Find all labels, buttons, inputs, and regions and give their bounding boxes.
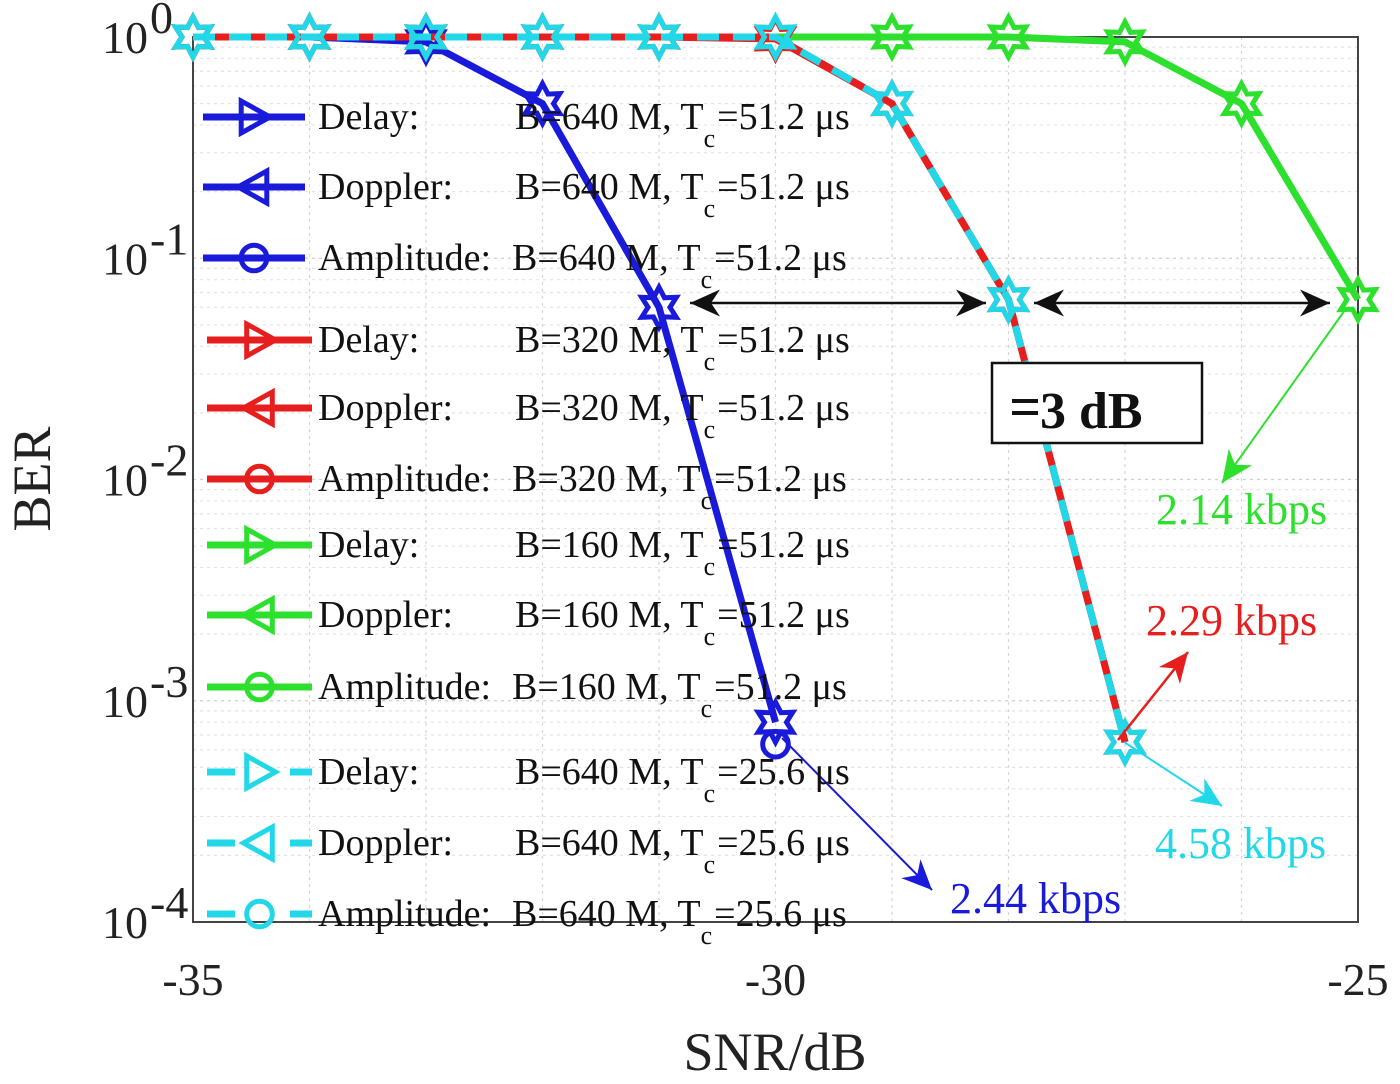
gap-annotation: 3 dB	[990, 361, 1204, 445]
legend-label: Delay: B=640 M, Tc=51.2 μs	[318, 96, 850, 153]
arrow-head	[1222, 448, 1253, 483]
legend-entry-1: Doppler: B=640 M, Tc=51.2 μs	[203, 166, 850, 223]
data-point	[637, 11, 681, 63]
series-3	[171, 11, 1147, 768]
annotation-arrow	[1034, 289, 1180, 317]
series-line	[193, 33, 1129, 743]
y-axis-title: BER	[2, 426, 62, 531]
legend-entry-9: Delay: B=640 M, Tc=25.6 μs	[207, 751, 850, 808]
marker-triangle-left	[238, 594, 275, 636]
legend-entry-0: Delay: B=640 M, Tc=51.2 μs	[203, 96, 850, 153]
data-point	[1336, 274, 1380, 325]
legend-label: Amplitude: B=320 M, Tc=51.2 μs	[318, 458, 847, 515]
arrow-head	[956, 289, 986, 317]
marker-triangle-right	[244, 524, 281, 566]
legend-label: Doppler: B=640 M, Tc=25.6 μs	[318, 822, 850, 879]
legend-entry-8: Amplitude: B=160 M, Tc=51.2 μs	[207, 666, 847, 723]
arrow-head	[1300, 289, 1330, 317]
annotation-arrow	[840, 289, 986, 317]
annotation-arrow	[1180, 289, 1330, 317]
gap-label: 3 dB	[1040, 383, 1143, 440]
arrow-head	[1034, 289, 1064, 317]
x-tick-label: -25	[1327, 954, 1388, 1005]
data-point	[637, 281, 681, 333]
data-point	[753, 696, 798, 748]
data-point	[287, 11, 332, 63]
annotation-arrow	[1117, 651, 1189, 741]
marker-triangle-left	[238, 387, 275, 429]
y-tick-exponent: -3	[150, 656, 188, 707]
arrow-head	[690, 289, 720, 317]
legend-label: Delay: B=160 M, Tc=51.2 μs	[318, 524, 850, 581]
y-tick-label: 10	[102, 676, 148, 727]
y-tick-exponent: -2	[150, 435, 188, 486]
arrow-shaft	[1221, 309, 1346, 484]
data-point	[404, 11, 448, 63]
data-point	[520, 78, 565, 129]
y-tick-exponent: 0	[150, 0, 173, 43]
x-tick-label: -30	[745, 954, 806, 1005]
marker-triangle-right	[238, 96, 276, 138]
legend-label: Delay: B=320 M, Tc=51.2 μs	[318, 319, 850, 376]
legend-label: Amplitude: B=640 M, Tc=51.2 μs	[318, 237, 847, 294]
data-point	[1103, 716, 1147, 768]
rate-annotation: 2.44 kbps	[950, 874, 1121, 923]
annotation-arrow	[781, 737, 933, 891]
x-tick-label: -35	[162, 954, 223, 1005]
y-tick-label: 10	[102, 233, 148, 284]
data-point	[171, 11, 215, 63]
rate-annotation: 2.29 kbps	[1146, 596, 1317, 645]
marker-triangle-right	[244, 751, 281, 793]
arrow-head	[1189, 778, 1222, 806]
data-point	[986, 11, 1031, 63]
marker-triangle-left	[232, 166, 270, 208]
legend-label: Doppler: B=320 M, Tc=51.2 μs	[318, 387, 850, 444]
legend-entry-3: Delay: B=320 M, Tc=51.2 μs	[207, 319, 850, 376]
legend-label: Doppler: B=640 M, Tc=51.2 μs	[318, 166, 850, 223]
annotation-layer: 2.14 kbps 2.29 kbps 4.58 kbps 2.44 kbps 3 dB	[690, 289, 1346, 923]
annotation-arrow	[1221, 309, 1346, 484]
data-point	[870, 11, 914, 63]
legend-entry-6: Delay: B=160 M, Tc=51.2 μs	[207, 524, 850, 581]
arrow-head	[901, 859, 932, 890]
legend-label: Doppler: B=160 M, Tc=51.2 μs	[318, 594, 850, 651]
data-point	[1103, 16, 1147, 68]
x-axis-title: SNR/dB	[683, 1022, 866, 1082]
legend-entry-2: Amplitude: B=640 M, Tc=51.2 μs	[203, 237, 847, 294]
y-tick-exponent: -1	[150, 213, 188, 264]
y-tick-label: 10	[102, 455, 148, 506]
annotation-arrow	[690, 289, 840, 317]
legend: Delay: B=640 M, Tc=51.2 μs Doppler: B=640 M…	[203, 96, 850, 950]
series-layer	[171, 11, 1380, 768]
rate-annotation: 4.58 kbps	[1155, 819, 1326, 868]
arrow-head	[1158, 652, 1188, 684]
marker-circle	[244, 671, 275, 703]
y-tick-label: 10	[102, 12, 148, 63]
marker-triangle-right	[244, 319, 281, 361]
data-point	[870, 78, 914, 129]
legend-label: Amplitude: B=640 M, Tc=25.6 μs	[318, 893, 847, 950]
arrow-shaft	[781, 737, 933, 891]
legend-entry-7: Doppler: B=160 M, Tc=51.2 μs	[207, 594, 850, 651]
y-tick-exponent: -4	[150, 877, 188, 928]
marker-circle	[244, 463, 275, 495]
marker-circle	[244, 898, 275, 930]
legend-entry-11: Amplitude: B=640 M, Tc=25.6 μs	[207, 893, 847, 950]
data-point	[1219, 78, 1264, 129]
marker-triangle-left	[238, 822, 275, 864]
legend-entry-5: Amplitude: B=320 M, Tc=51.2 μs	[207, 458, 847, 515]
data-point	[520, 11, 565, 63]
legend-label: Amplitude: B=160 M, Tc=51.2 μs	[318, 666, 847, 723]
legend-label: Delay: B=640 M, Tc=25.6 μs	[318, 751, 850, 808]
marker-circle	[238, 242, 270, 274]
y-tick-label: 10	[102, 897, 148, 948]
rate-annotation: 2.14 kbps	[1156, 485, 1327, 534]
annotation-arrow	[1123, 741, 1223, 807]
data-point	[753, 11, 798, 63]
legend-entry-4: Doppler: B=320 M, Tc=51.2 μs	[207, 387, 850, 444]
data-point	[986, 274, 1031, 325]
legend-entry-10: Doppler: B=640 M, Tc=25.6 μs	[207, 822, 850, 879]
